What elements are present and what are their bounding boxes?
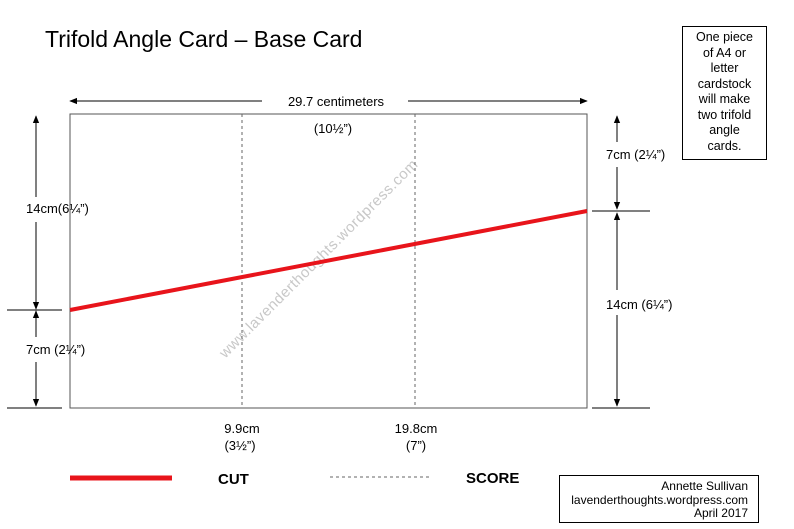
legend-cut-label: CUT bbox=[218, 471, 249, 488]
width-in-label: (10½”) bbox=[314, 121, 352, 136]
score2-in-label: (7”) bbox=[406, 438, 426, 453]
right-upper-label: 7cm (2¼”) bbox=[606, 147, 665, 162]
page-title: Trifold Angle Card – Base Card bbox=[45, 26, 363, 52]
note-line: One piece bbox=[696, 30, 753, 44]
note-line: cardstock bbox=[697, 76, 752, 91]
note-box: One piece of A4 or letter cardstock will… bbox=[682, 26, 767, 160]
score1-cm-label: 9.9cm bbox=[224, 421, 259, 436]
width-cm-label: 29.7 centimeters bbox=[288, 94, 385, 109]
credit-author: Annette Sullivan bbox=[661, 479, 748, 493]
credit-box: Annette Sullivan lavenderthoughts.wordpr… bbox=[559, 475, 759, 523]
right-lower-label: 14cm (6¼”) bbox=[606, 297, 672, 312]
credit-date: April 2017 bbox=[693, 506, 748, 520]
legend-score-label: SCORE bbox=[466, 470, 519, 487]
note-line: cards. bbox=[707, 138, 742, 153]
left-upper-label: 14cm(6¼”) bbox=[26, 201, 89, 216]
note-line: two trifold bbox=[697, 107, 752, 122]
score2-cm-label: 19.8cm bbox=[395, 421, 438, 436]
watermark-text: www.lavenderthoughts.wordpress.com bbox=[215, 156, 421, 362]
card-outline bbox=[69, 113, 588, 409]
credit-website: lavenderthoughts.wordpress.com bbox=[571, 492, 748, 507]
cut-line bbox=[69, 209, 588, 312]
note-line: will make bbox=[698, 92, 751, 106]
score1-in-label: (3½”) bbox=[224, 438, 255, 453]
left-lower-label: 7cm (2¼”) bbox=[26, 342, 85, 357]
note-line: angle bbox=[709, 123, 740, 137]
note-line: letter bbox=[710, 61, 739, 75]
note-line: of A4 or bbox=[702, 45, 747, 60]
